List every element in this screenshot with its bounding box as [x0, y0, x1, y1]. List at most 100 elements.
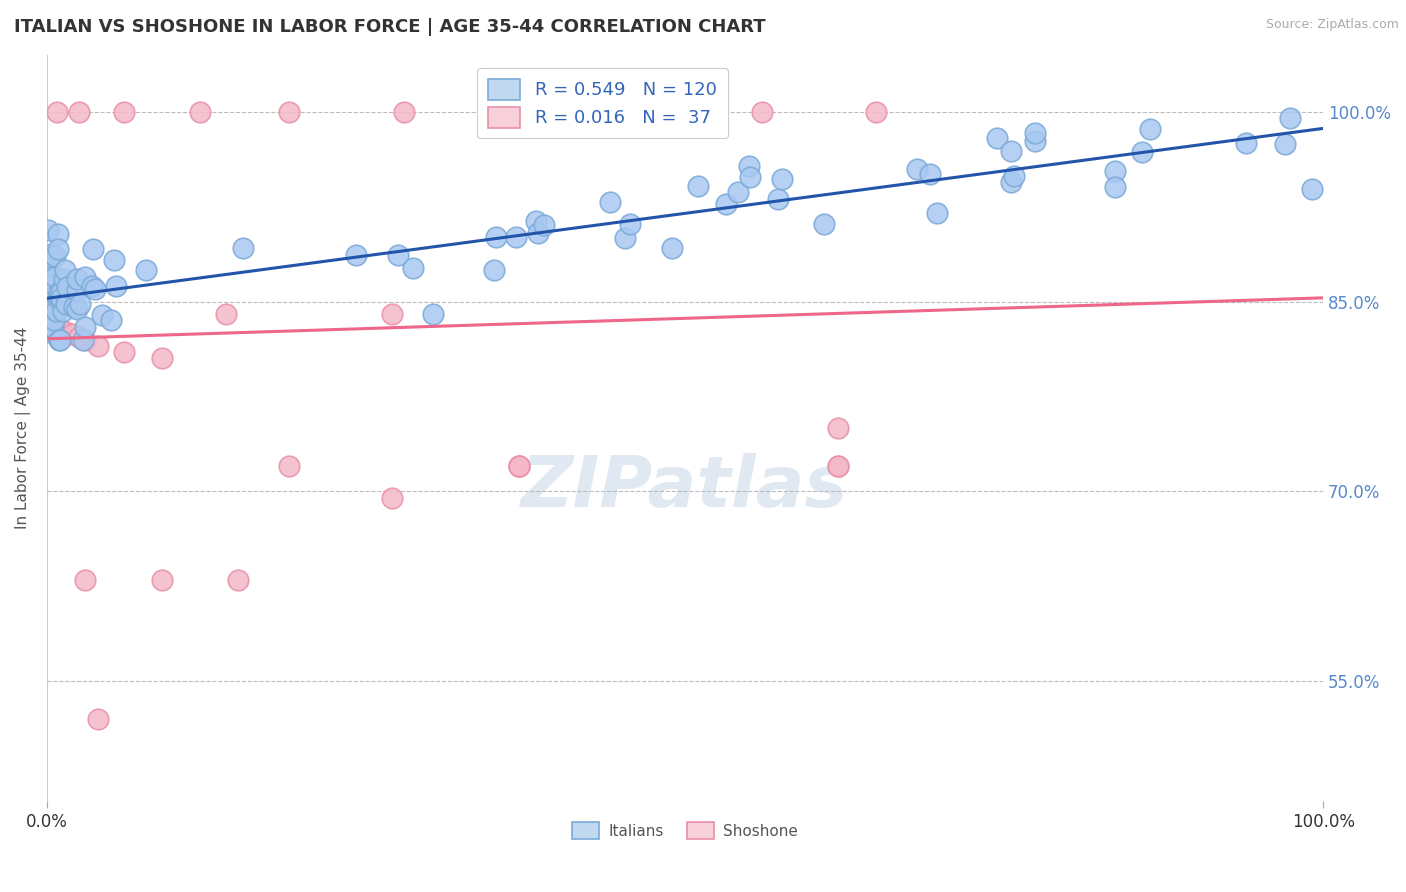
Point — [232, 241, 254, 255]
Point — [380, 491, 402, 505]
Point — [37, 256, 59, 270]
Point — [46, 105, 69, 120]
Point — [1024, 134, 1046, 148]
Point — [716, 196, 738, 211]
Point — [1024, 126, 1046, 140]
Point — [37, 317, 59, 331]
Point — [63, 300, 86, 314]
Point — [44, 250, 66, 264]
Point — [1000, 175, 1022, 189]
Point — [278, 105, 301, 120]
Point — [37, 281, 59, 295]
Point — [505, 229, 527, 244]
Point — [42, 313, 65, 327]
Point — [37, 292, 59, 306]
Point — [48, 288, 70, 302]
Point — [38, 283, 60, 297]
Point — [87, 339, 110, 353]
Point — [75, 573, 97, 587]
Point — [53, 263, 76, 277]
Point — [67, 330, 90, 344]
Point — [508, 458, 530, 473]
Point — [44, 269, 66, 284]
Point — [41, 280, 63, 294]
Point — [44, 277, 66, 292]
Point — [422, 307, 444, 321]
Point — [37, 274, 59, 288]
Point — [37, 308, 59, 322]
Y-axis label: In Labor Force | Age 35-44: In Labor Force | Age 35-44 — [15, 326, 31, 529]
Point — [37, 290, 59, 304]
Point — [37, 281, 59, 295]
Point — [188, 105, 211, 120]
Point — [41, 278, 63, 293]
Point — [661, 241, 683, 255]
Point — [37, 303, 59, 318]
Point — [37, 315, 59, 329]
Point — [46, 227, 69, 241]
Point — [41, 311, 63, 326]
Point — [112, 105, 135, 120]
Point — [38, 307, 60, 321]
Point — [82, 279, 104, 293]
Point — [45, 303, 67, 318]
Point — [75, 333, 97, 347]
Point — [533, 219, 555, 233]
Point — [44, 318, 66, 332]
Point — [38, 293, 60, 308]
Point — [770, 172, 793, 186]
Point — [73, 269, 96, 284]
Point — [278, 458, 301, 473]
Point — [41, 291, 63, 305]
Point — [150, 351, 173, 366]
Point — [45, 319, 67, 334]
Point — [38, 309, 60, 323]
Point — [48, 333, 70, 347]
Point — [394, 105, 416, 120]
Point — [614, 231, 637, 245]
Point — [150, 573, 173, 587]
Point — [55, 325, 77, 339]
Point — [402, 260, 425, 275]
Point — [66, 283, 89, 297]
Point — [1274, 136, 1296, 151]
Point — [738, 159, 761, 173]
Point — [52, 304, 75, 318]
Point — [39, 283, 62, 297]
Point — [38, 314, 60, 328]
Point — [41, 318, 63, 333]
Point — [214, 307, 236, 321]
Point — [100, 313, 122, 327]
Point — [927, 206, 949, 220]
Point — [37, 301, 59, 316]
Point — [55, 297, 77, 311]
Point — [37, 322, 59, 336]
Point — [103, 252, 125, 267]
Point — [87, 712, 110, 726]
Point — [66, 302, 89, 317]
Point — [48, 292, 70, 306]
Point — [1104, 180, 1126, 194]
Point — [524, 213, 547, 227]
Point — [46, 242, 69, 256]
Point — [135, 262, 157, 277]
Point — [508, 105, 530, 120]
Point — [67, 105, 90, 120]
Point — [485, 229, 508, 244]
Text: ZIPatlas: ZIPatlas — [522, 453, 849, 522]
Point — [48, 285, 70, 299]
Point — [41, 320, 63, 334]
Point — [1000, 144, 1022, 158]
Point — [727, 185, 749, 199]
Point — [48, 322, 70, 336]
Point — [1301, 182, 1323, 196]
Point — [38, 326, 60, 340]
Point — [90, 308, 112, 322]
Point — [37, 223, 59, 237]
Point — [83, 282, 105, 296]
Point — [42, 315, 65, 329]
Point — [623, 105, 645, 120]
Point — [37, 282, 59, 296]
Point — [37, 280, 59, 294]
Point — [66, 272, 89, 286]
